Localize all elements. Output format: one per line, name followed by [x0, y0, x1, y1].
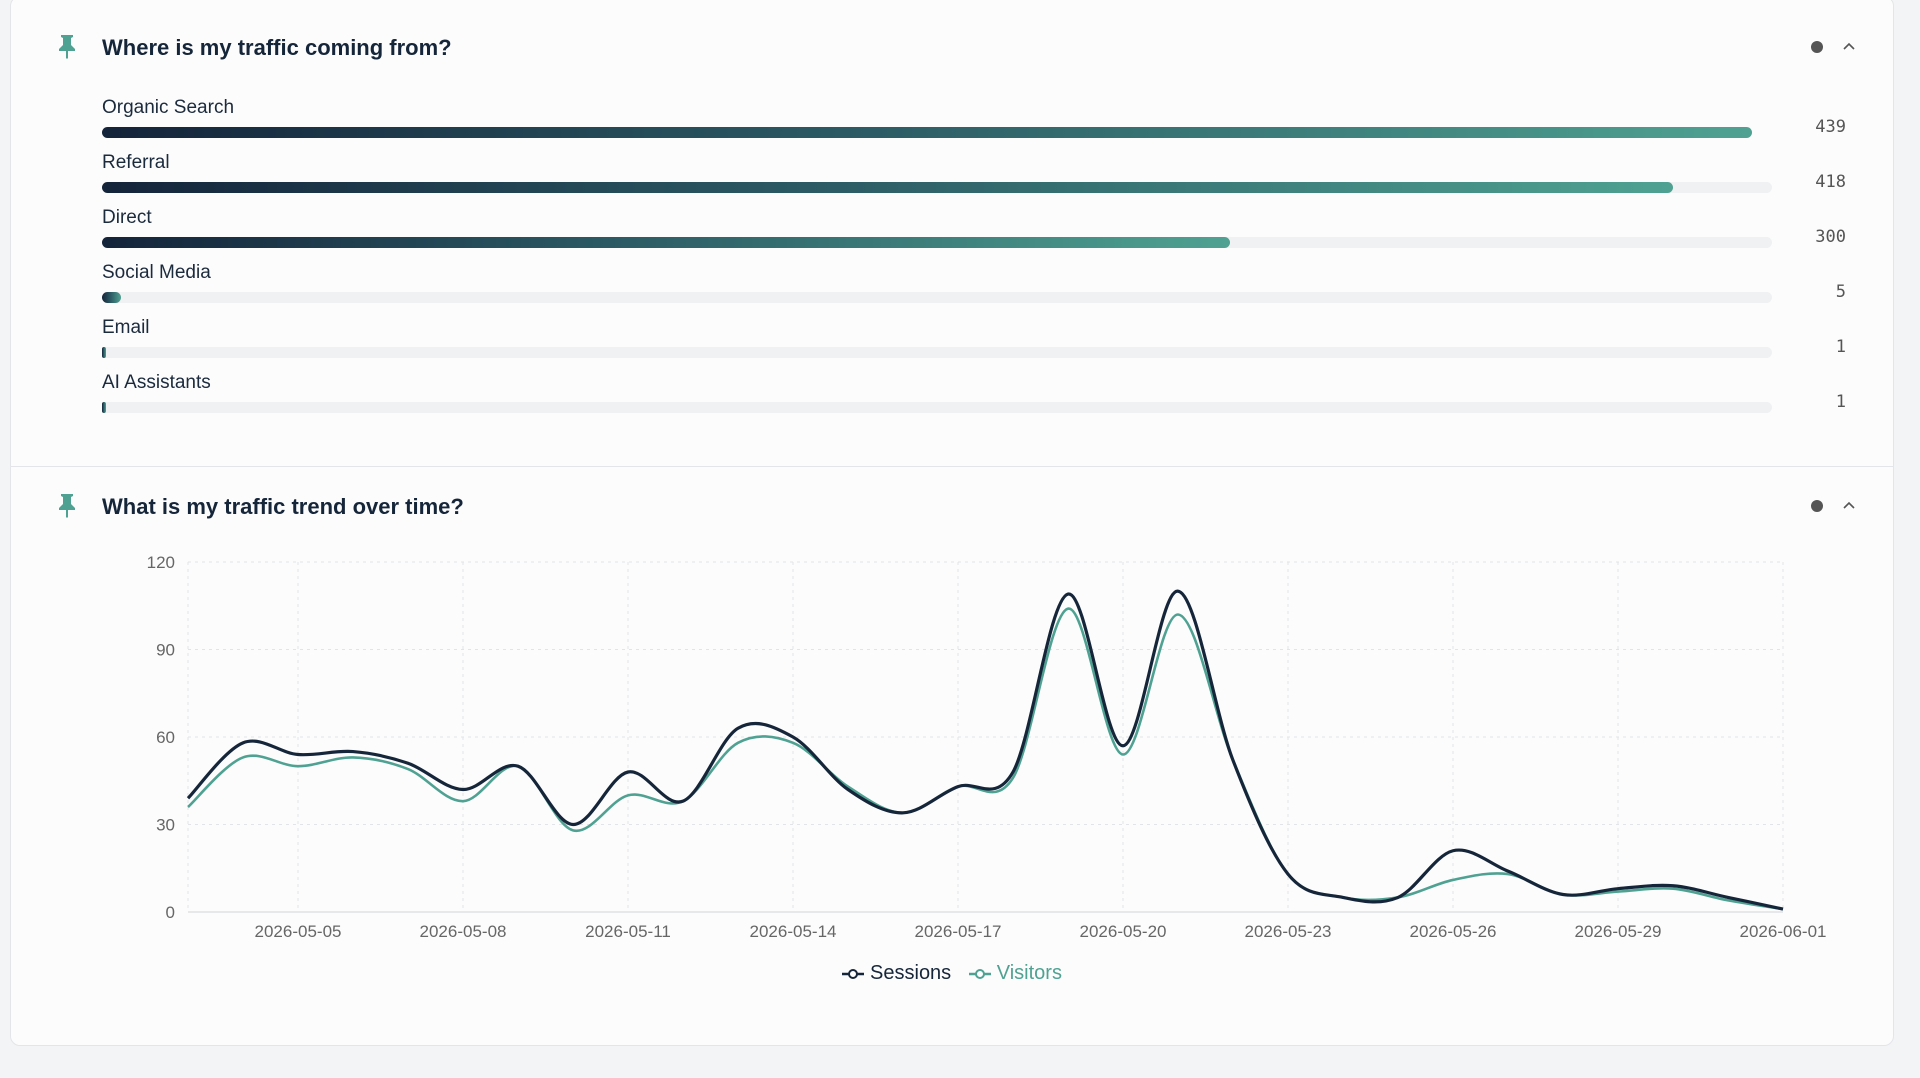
series-line-visitors[interactable]: [187, 607, 1784, 911]
traffic-source-row: Email 1: [102, 317, 1852, 372]
x-tick-label: 2026-05-29: [1575, 922, 1662, 937]
traffic-source-row: Social Media 5: [102, 262, 1852, 317]
y-tick-label: 30: [156, 816, 175, 835]
panel-title: Where is my traffic coming from?: [102, 35, 452, 60]
traffic-source-label: Email: [102, 317, 150, 338]
x-tick-label: 2026-05-14: [750, 922, 837, 937]
pin-icon[interactable]: [56, 492, 78, 518]
traffic-source-value: 5: [1835, 282, 1846, 302]
y-tick-label: 60: [156, 728, 175, 747]
traffic-source-bar-fill: [102, 182, 1674, 193]
pin-icon[interactable]: [56, 33, 78, 59]
options-dot-button[interactable]: [1811, 500, 1823, 512]
traffic-source-value: 1: [1835, 392, 1846, 412]
x-tick-label: 2026-05-11: [585, 922, 671, 937]
line-chart-svg: 0 30 60 90 120 2026-05-05 2026-05-08 2026-05-11…: [147, 553, 1827, 941]
options-dot-button[interactable]: [1811, 41, 1823, 53]
x-tick-label: 2026-05-23: [1245, 922, 1332, 937]
traffic-source-label: Direct: [102, 207, 152, 228]
traffic-source-label: Social Media: [102, 262, 211, 283]
traffic-source-row: AI Assistants 1: [102, 372, 1852, 427]
traffic-source-bar-fill: [102, 127, 1752, 138]
x-tick-label: 2026-05-20: [1080, 922, 1167, 937]
traffic-source-row: Organic Search 439: [102, 97, 1852, 152]
traffic-source-bar-track: [102, 402, 1772, 413]
traffic-source-value: 1: [1835, 337, 1846, 357]
panel-divider: [11, 466, 1893, 467]
chart-legend: Sessions Visitors: [11, 962, 1893, 986]
traffic-source-label: Referral: [102, 152, 170, 173]
traffic-source-label: Organic Search: [102, 97, 235, 118]
traffic-source-value: 418: [1815, 172, 1846, 192]
dashboard-card: Where is my traffic coming from? Organic…: [10, 0, 1894, 1046]
traffic-source-bar-track: [102, 237, 1772, 248]
traffic-source-bar-fill: [102, 347, 106, 358]
legend-label: Sessions: [870, 962, 952, 984]
traffic-source-bar-track: [102, 292, 1772, 303]
y-tick-label: 90: [156, 641, 175, 660]
traffic-trend-chart: 0 30 60 90 120 2026-05-05 2026-05-08 2026-05-11…: [101, 537, 1841, 997]
traffic-source-value: 300: [1815, 227, 1846, 247]
legend-item-sessions[interactable]: Sessions: [842, 962, 951, 985]
traffic-source-bar-track: [102, 182, 1772, 193]
legend-item-visitors[interactable]: Visitors: [968, 962, 1062, 985]
traffic-source-value: 439: [1815, 117, 1846, 137]
traffic-source-bar-fill: [102, 292, 121, 303]
y-tick-label: 0: [166, 903, 175, 922]
y-tick-label: 120: [147, 553, 175, 572]
traffic-source-row: Referral 418: [102, 152, 1852, 207]
legend-label: Visitors: [996, 962, 1062, 984]
collapse-chevron-icon[interactable]: [1839, 37, 1859, 57]
x-tick-label: 2026-05-05: [255, 922, 342, 937]
traffic-sources-header: Where is my traffic coming from?: [11, 31, 1893, 71]
panel-title: What is my traffic trend over time?: [102, 494, 464, 519]
traffic-source-bar-fill: [102, 237, 1230, 248]
traffic-trend-header: What is my traffic trend over time?: [11, 490, 1893, 530]
x-tick-label: 2026-06-01: [1740, 922, 1827, 937]
x-tick-label: 2026-05-26: [1410, 922, 1497, 937]
traffic-source-bar-track: [102, 127, 1752, 138]
x-tick-label: 2026-05-17: [915, 922, 1002, 937]
traffic-source-bar-fill: [102, 402, 106, 413]
traffic-source-bar-track: [102, 347, 1772, 358]
legend-visitors-marker-icon: [968, 968, 991, 979]
traffic-source-row: Direct 300: [102, 207, 1852, 262]
x-tick-label: 2026-05-08: [420, 922, 507, 937]
series-line-sessions[interactable]: [186, 589, 1784, 911]
traffic-source-label: AI Assistants: [102, 372, 211, 393]
collapse-chevron-icon[interactable]: [1839, 496, 1859, 516]
legend-sessions-marker-icon: [842, 968, 865, 979]
